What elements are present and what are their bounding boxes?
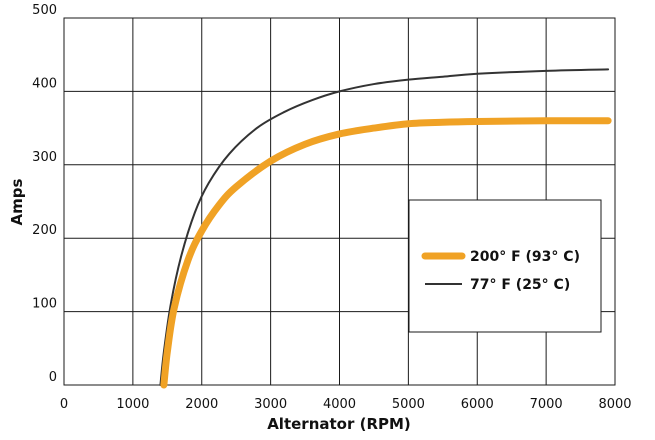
- x-tick-label-3000: 3000: [254, 397, 287, 412]
- plot-area-border: [63, 17, 616, 386]
- y-tick-label-400: 400: [32, 76, 57, 91]
- y-tick-label-300: 300: [32, 150, 57, 165]
- x-tick-label-1000: 1000: [116, 397, 149, 412]
- y-axis-title: Amps: [8, 178, 26, 225]
- x-tick-label-8000: 8000: [598, 397, 631, 412]
- series-line-200f: [160, 117, 612, 389]
- legend-label-77f: 77° F (25° C): [470, 277, 570, 293]
- legend-label-200f: 200° F (93° C): [470, 249, 580, 265]
- x-axis-title: Alternator (RPM): [267, 415, 411, 433]
- series-line-77f: [159, 68, 610, 386]
- x-tick-label-0: 0: [60, 397, 68, 412]
- x-axis-ticks: 0 1000 2000 3000 4000 5000 6000 7000 8000: [60, 397, 632, 412]
- x-tick-label-4000: 4000: [323, 397, 356, 412]
- x-tick-label-5000: 5000: [392, 397, 425, 412]
- x-tick-label-7000: 7000: [530, 397, 563, 412]
- x-tick-label-2000: 2000: [185, 397, 218, 412]
- series-layer: [159, 68, 612, 389]
- y-tick-label-0: 0: [49, 370, 57, 385]
- legend-box: [408, 199, 602, 333]
- y-tick-label-100: 100: [32, 297, 57, 312]
- x-tick-label-6000: 6000: [461, 397, 494, 412]
- y-axis-ticks: 0 100 200 300 400 500: [32, 3, 57, 385]
- legend: 200° F (93° C) 77° F (25° C): [408, 199, 602, 333]
- y-tick-label-500: 500: [32, 3, 57, 18]
- y-tick-label-200: 200: [32, 223, 57, 238]
